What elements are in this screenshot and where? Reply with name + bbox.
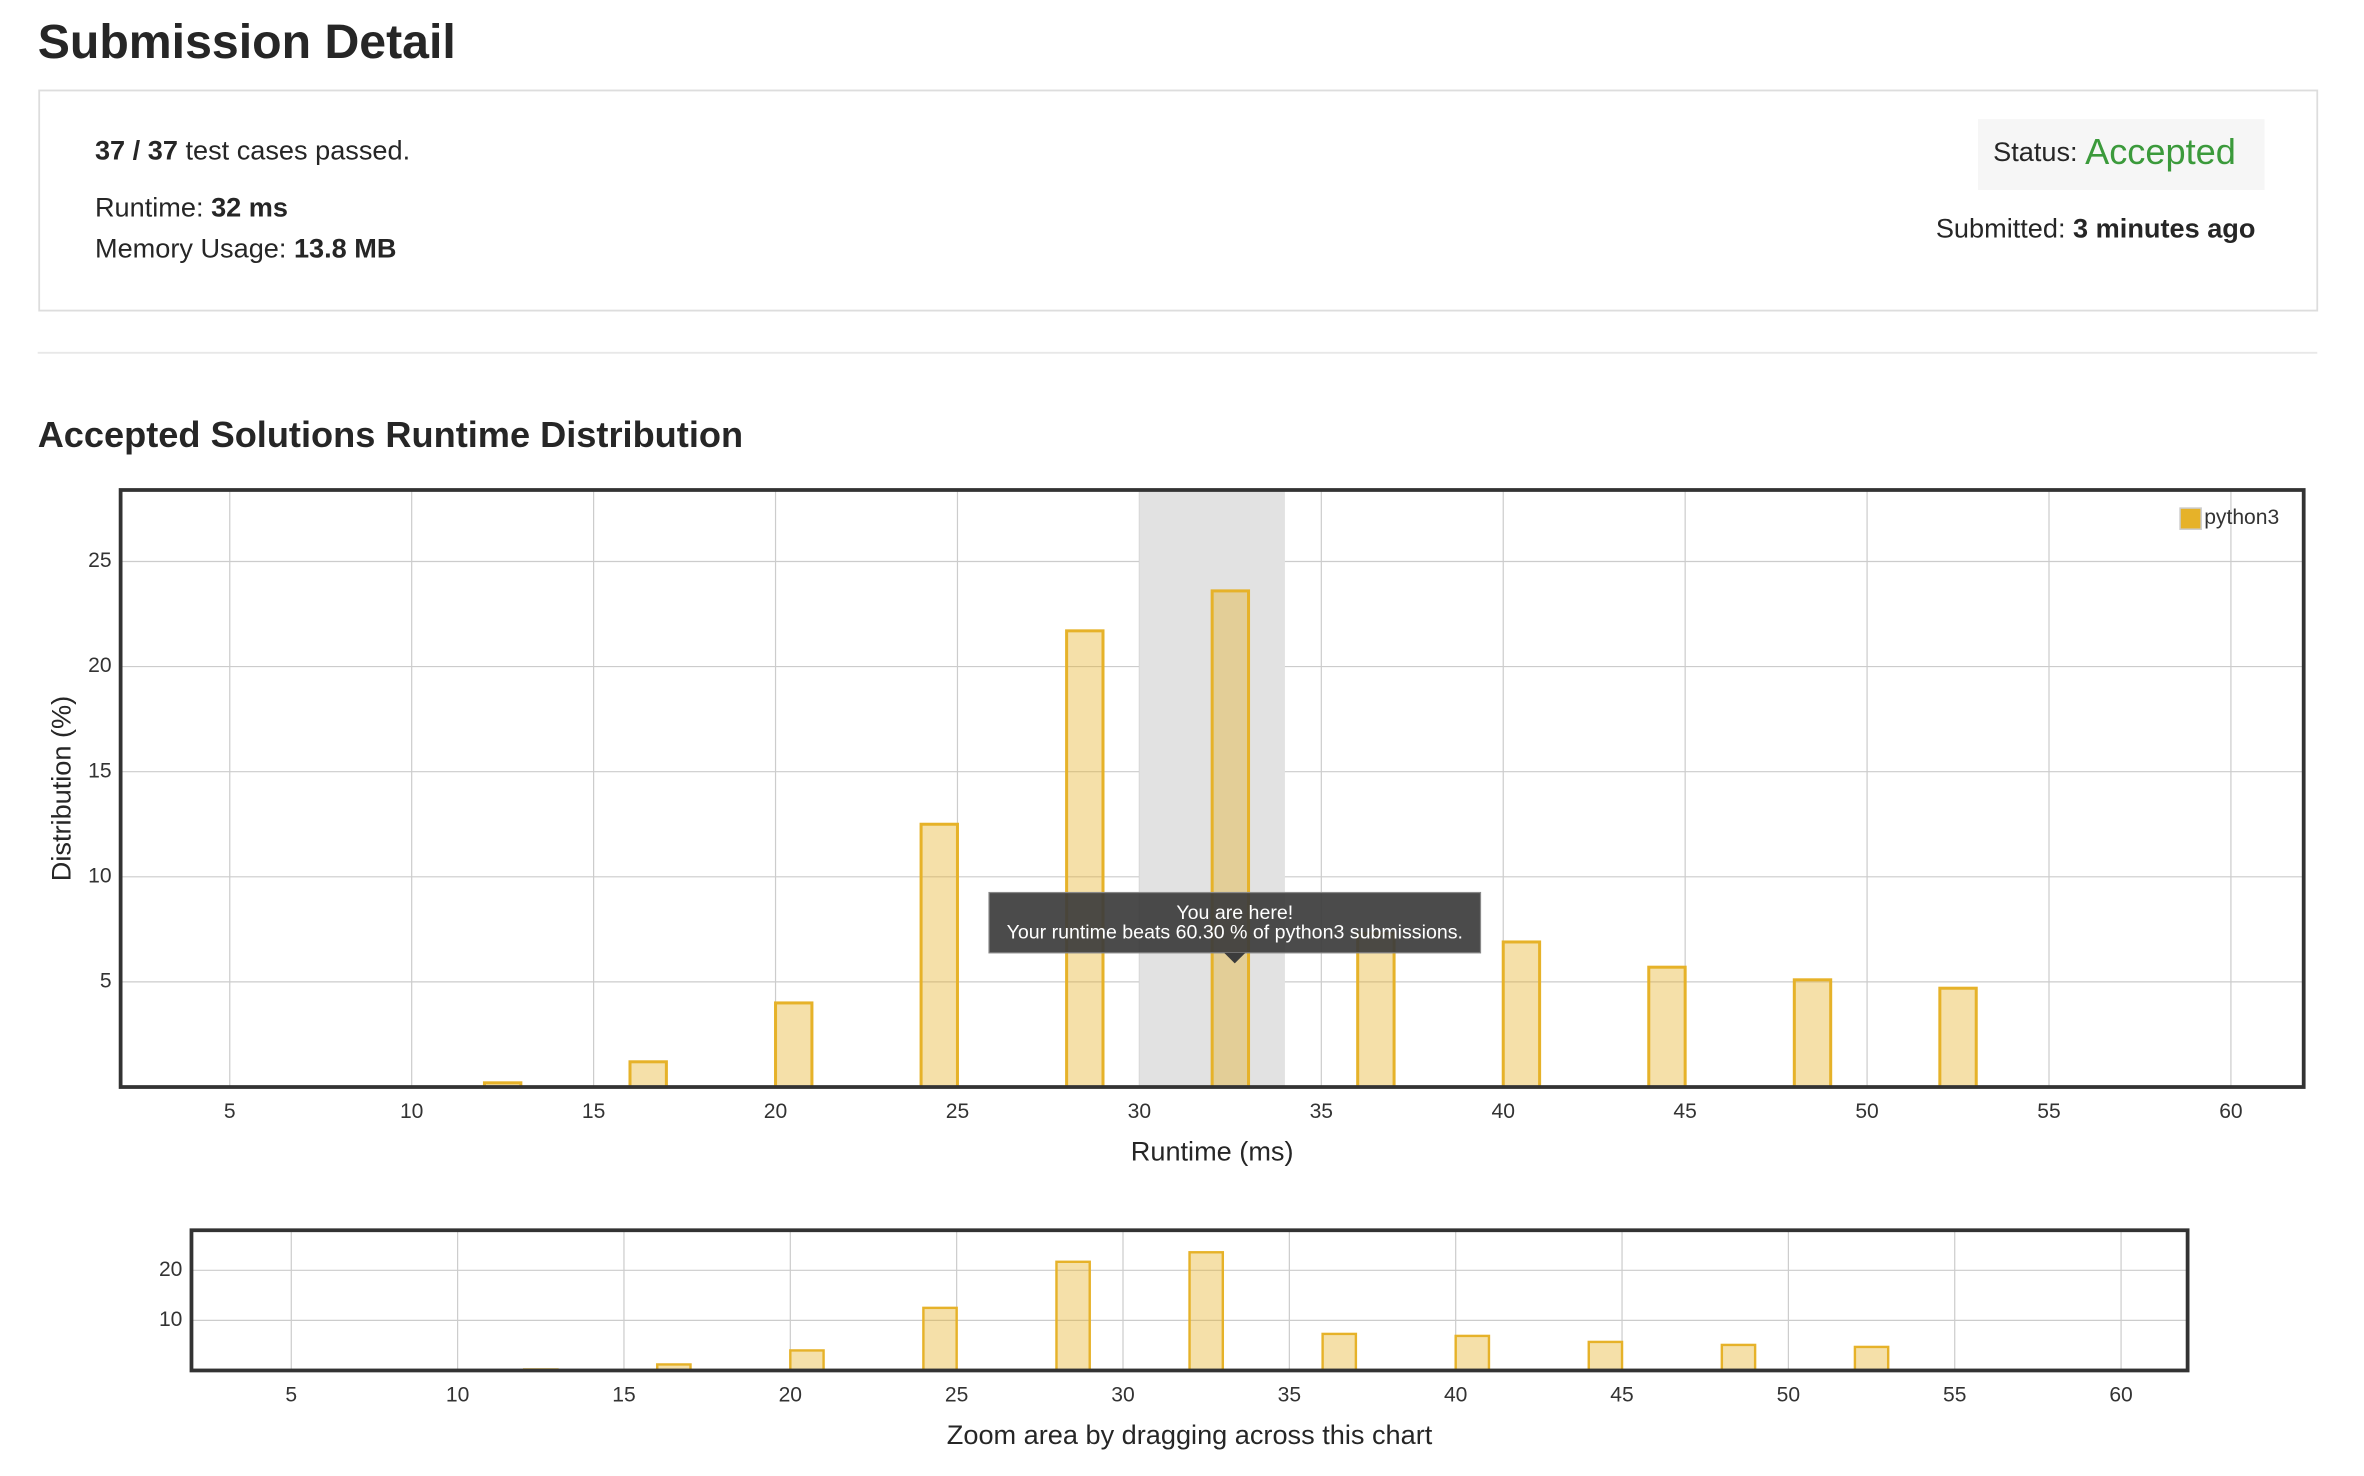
- x-tick-label: 10: [400, 1100, 423, 1123]
- y-tick-label: 15: [88, 759, 111, 782]
- x-tick-label: 20: [764, 1100, 787, 1123]
- x-tick-label: 10: [446, 1384, 469, 1407]
- x-tick-label: 20: [779, 1384, 802, 1407]
- status-value[interactable]: Accepted: [2085, 130, 2236, 171]
- x-tick-label: 45: [1610, 1384, 1633, 1407]
- status-label: Status:: [1993, 136, 2077, 167]
- x-tick-label: 5: [224, 1100, 236, 1123]
- x-tick-label: 40: [1491, 1100, 1514, 1123]
- x-tick-label: 50: [1855, 1100, 1878, 1123]
- submitted-label: Submitted:: [1936, 213, 2066, 244]
- test-cases-count: 37 / 37: [95, 134, 178, 165]
- y-tick-label: 20: [159, 1258, 182, 1281]
- runtime: Runtime: 32 ms: [95, 192, 288, 223]
- y-tick-label: 10: [159, 1308, 182, 1331]
- x-tick-label: 25: [945, 1384, 968, 1407]
- submitted-value: 3 minutes ago: [2073, 213, 2255, 244]
- x-axis-label: Zoom area by dragging across this chart: [947, 1419, 1433, 1450]
- x-tick-label: 40: [1444, 1384, 1467, 1407]
- bar: [1720, 1343, 1757, 1372]
- y-tick-label: 20: [88, 654, 111, 677]
- memory: Memory Usage: 13.8 MB: [95, 232, 397, 263]
- x-tick-label: 60: [2109, 1384, 2132, 1407]
- bar: [919, 822, 959, 1089]
- y-tick-label: 25: [88, 549, 111, 572]
- bar: [1065, 629, 1105, 1089]
- x-tick-label: 50: [1777, 1384, 1800, 1407]
- memory-label: Memory Usage:: [95, 232, 286, 263]
- test-cases-text: test cases passed.: [185, 134, 410, 165]
- x-tick-label: 15: [582, 1100, 605, 1123]
- bar: [1792, 978, 1833, 1089]
- bar: [1321, 1332, 1358, 1372]
- memory-value: 13.8 MB: [294, 232, 397, 263]
- tooltip-box: [988, 891, 1482, 954]
- status: Status: Accepted: [1993, 130, 2236, 171]
- bar: [1210, 589, 1251, 1089]
- x-tick-label: 30: [1111, 1384, 1134, 1407]
- x-tick-label: 30: [1128, 1100, 1151, 1123]
- x-tick-label: 55: [2037, 1100, 2060, 1123]
- legend-swatch: [2179, 507, 2202, 530]
- x-tick-label: 5: [285, 1384, 297, 1407]
- summary-box: [38, 89, 2319, 312]
- bar: [774, 1001, 814, 1089]
- bar: [922, 1306, 958, 1372]
- bar: [1454, 1334, 1491, 1372]
- plot-frame: [189, 1228, 2190, 1373]
- y-tick-label: 5: [100, 969, 112, 992]
- status-box: [1978, 119, 2265, 190]
- bar: [1055, 1260, 1091, 1372]
- test-cases: 37 / 37 test cases passed.: [95, 134, 410, 165]
- bar: [628, 1060, 668, 1089]
- bar: [1501, 940, 1542, 1089]
- tooltip-text: Your runtime beats 60.30 % of python3 su…: [1007, 921, 1463, 943]
- section-title: Accepted Solutions Runtime Distribution: [38, 414, 743, 455]
- bar: [1188, 1251, 1225, 1372]
- x-tick-label: 35: [1310, 1100, 1333, 1123]
- x-tick-label: 45: [1673, 1100, 1696, 1123]
- bar: [1356, 932, 1396, 1089]
- bar: [1587, 1340, 1624, 1372]
- x-axis-label: Runtime (ms): [1131, 1136, 1294, 1167]
- page-title: Submission Detail: [38, 15, 456, 69]
- legend-label[interactable]: python3: [2204, 506, 2279, 529]
- submitted: Submitted: 3 minutes ago: [1936, 213, 2256, 244]
- tooltip-arrow: [1224, 952, 1246, 964]
- y-tick-label: 10: [88, 864, 111, 887]
- y-axis-label: Distribution (%): [45, 696, 76, 881]
- bar: [1938, 986, 1978, 1089]
- runtime-label: Runtime:: [95, 192, 204, 223]
- x-tick-label: 25: [946, 1100, 969, 1123]
- bar: [789, 1349, 825, 1372]
- bar: [1853, 1345, 1890, 1372]
- x-tick-label: 35: [1278, 1384, 1301, 1407]
- runtime-value: 32 ms: [211, 192, 288, 223]
- bar: [1647, 965, 1687, 1089]
- plot-frame: [118, 488, 2306, 1089]
- x-tick-label: 15: [612, 1384, 635, 1407]
- tooltip-title: You are here!: [1176, 902, 1293, 924]
- x-tick-label: 55: [1943, 1384, 1966, 1407]
- x-tick-label: 60: [2219, 1100, 2242, 1123]
